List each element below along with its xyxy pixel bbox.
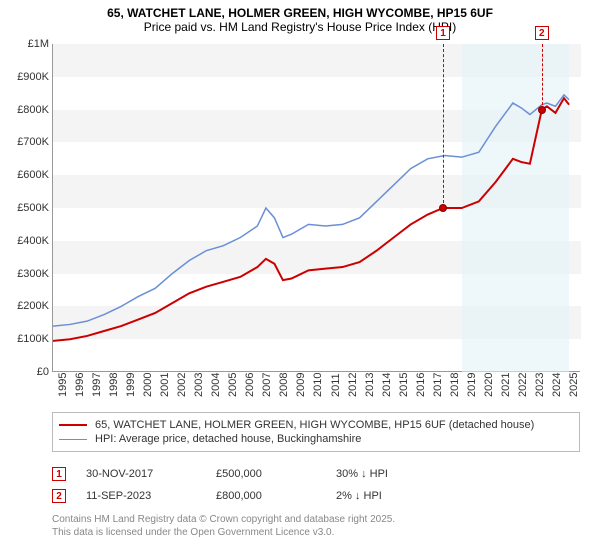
x-tick-label: 1997 (91, 373, 103, 397)
y-tick-label: £0 (5, 366, 49, 378)
x-tick-label: 2001 (159, 373, 171, 397)
x-tick-label: 2015 (398, 373, 410, 397)
marker-line (542, 44, 543, 110)
sale-date: 11-SEP-2023 (86, 490, 216, 502)
y-tick-label: £900K (5, 71, 49, 83)
sales-table: 1 30-NOV-2017 £500,000 30% ↓ HPI 2 11-SE… (52, 462, 580, 508)
line-layer (53, 44, 581, 372)
x-tick-label: 2010 (312, 373, 324, 397)
x-tick-label: 2023 (534, 373, 546, 397)
x-tick-label: 1995 (57, 373, 69, 397)
sale-diff: 2% ↓ HPI (336, 490, 476, 502)
x-tick-label: 2009 (295, 373, 307, 397)
y-tick-label: £600K (5, 169, 49, 181)
table-row: 1 30-NOV-2017 £500,000 30% ↓ HPI (52, 464, 580, 484)
x-tick-label: 2021 (500, 373, 512, 397)
x-tick-label: 2006 (244, 373, 256, 397)
x-tick-label: 2014 (381, 373, 393, 397)
chart-area: £0£100K£200K£300K£400K£500K£600K£700K£80… (52, 44, 580, 372)
sale-diff: 30% ↓ HPI (336, 468, 476, 480)
legend-item: 65, WATCHET LANE, HOLMER GREEN, HIGH WYC… (59, 419, 573, 431)
x-tick-label: 2002 (176, 373, 188, 397)
x-tick-label: 2020 (483, 373, 495, 397)
y-tick-label: £400K (5, 235, 49, 247)
legend: 65, WATCHET LANE, HOLMER GREEN, HIGH WYC… (52, 412, 580, 452)
series-hpi (53, 95, 569, 326)
x-tick-label: 2000 (142, 373, 154, 397)
marker-line (443, 44, 444, 208)
x-tick-label: 1998 (108, 373, 120, 397)
x-tick-label: 2025 (568, 373, 580, 397)
chart-subtitle: Price paid vs. HM Land Registry's House … (10, 20, 590, 34)
marker-flag-icon: 1 (436, 26, 450, 40)
sale-point-icon (439, 204, 447, 212)
table-row: 2 11-SEP-2023 £800,000 2% ↓ HPI (52, 486, 580, 506)
chart-title: 65, WATCHET LANE, HOLMER GREEN, HIGH WYC… (10, 6, 590, 20)
x-tick-label: 2022 (517, 373, 529, 397)
x-tick-label: 2017 (432, 373, 444, 397)
y-tick-label: £1M (5, 38, 49, 50)
series-price_paid (53, 98, 569, 341)
x-tick-label: 2011 (330, 373, 342, 397)
legend-label: HPI: Average price, detached house, Buck… (95, 433, 361, 445)
x-tick-label: 2008 (278, 373, 290, 397)
sale-price: £800,000 (216, 490, 336, 502)
y-tick-label: £300K (5, 268, 49, 280)
x-tick-label: 2013 (364, 373, 376, 397)
x-tick-label: 2019 (466, 373, 478, 397)
sale-date: 30-NOV-2017 (86, 468, 216, 480)
sale-point-icon (538, 106, 546, 114)
footer-attribution: Contains HM Land Registry data © Crown c… (52, 514, 580, 539)
legend-swatch-icon (59, 439, 87, 440)
title-block: 65, WATCHET LANE, HOLMER GREEN, HIGH WYC… (0, 0, 600, 36)
plot-region: £0£100K£200K£300K£400K£500K£600K£700K£80… (52, 44, 580, 372)
x-tick-label: 2007 (261, 373, 273, 397)
y-tick-label: £500K (5, 202, 49, 214)
footer-line: This data is licensed under the Open Gov… (52, 527, 580, 540)
y-tick-label: £100K (5, 333, 49, 345)
legend-label: 65, WATCHET LANE, HOLMER GREEN, HIGH WYC… (95, 419, 534, 431)
legend-item: HPI: Average price, detached house, Buck… (59, 433, 573, 445)
x-tick-label: 2024 (551, 373, 563, 397)
sale-marker-icon: 1 (52, 467, 66, 481)
y-tick-label: £800K (5, 104, 49, 116)
sale-marker-icon: 2 (52, 489, 66, 503)
sale-price: £500,000 (216, 468, 336, 480)
x-tick-label: 1999 (125, 373, 137, 397)
marker-flag-icon: 2 (535, 26, 549, 40)
x-tick-label: 2003 (193, 373, 205, 397)
x-tick-label: 2012 (347, 373, 359, 397)
legend-swatch-icon (59, 424, 87, 426)
x-tick-label: 2018 (449, 373, 461, 397)
y-tick-label: £700K (5, 136, 49, 148)
chart-container: 65, WATCHET LANE, HOLMER GREEN, HIGH WYC… (0, 0, 600, 560)
x-tick-label: 2004 (210, 373, 222, 397)
footer-line: Contains HM Land Registry data © Crown c… (52, 514, 580, 527)
x-tick-label: 2005 (227, 373, 239, 397)
y-tick-label: £200K (5, 300, 49, 312)
x-tick-label: 2016 (415, 373, 427, 397)
x-tick-label: 1996 (74, 373, 86, 397)
